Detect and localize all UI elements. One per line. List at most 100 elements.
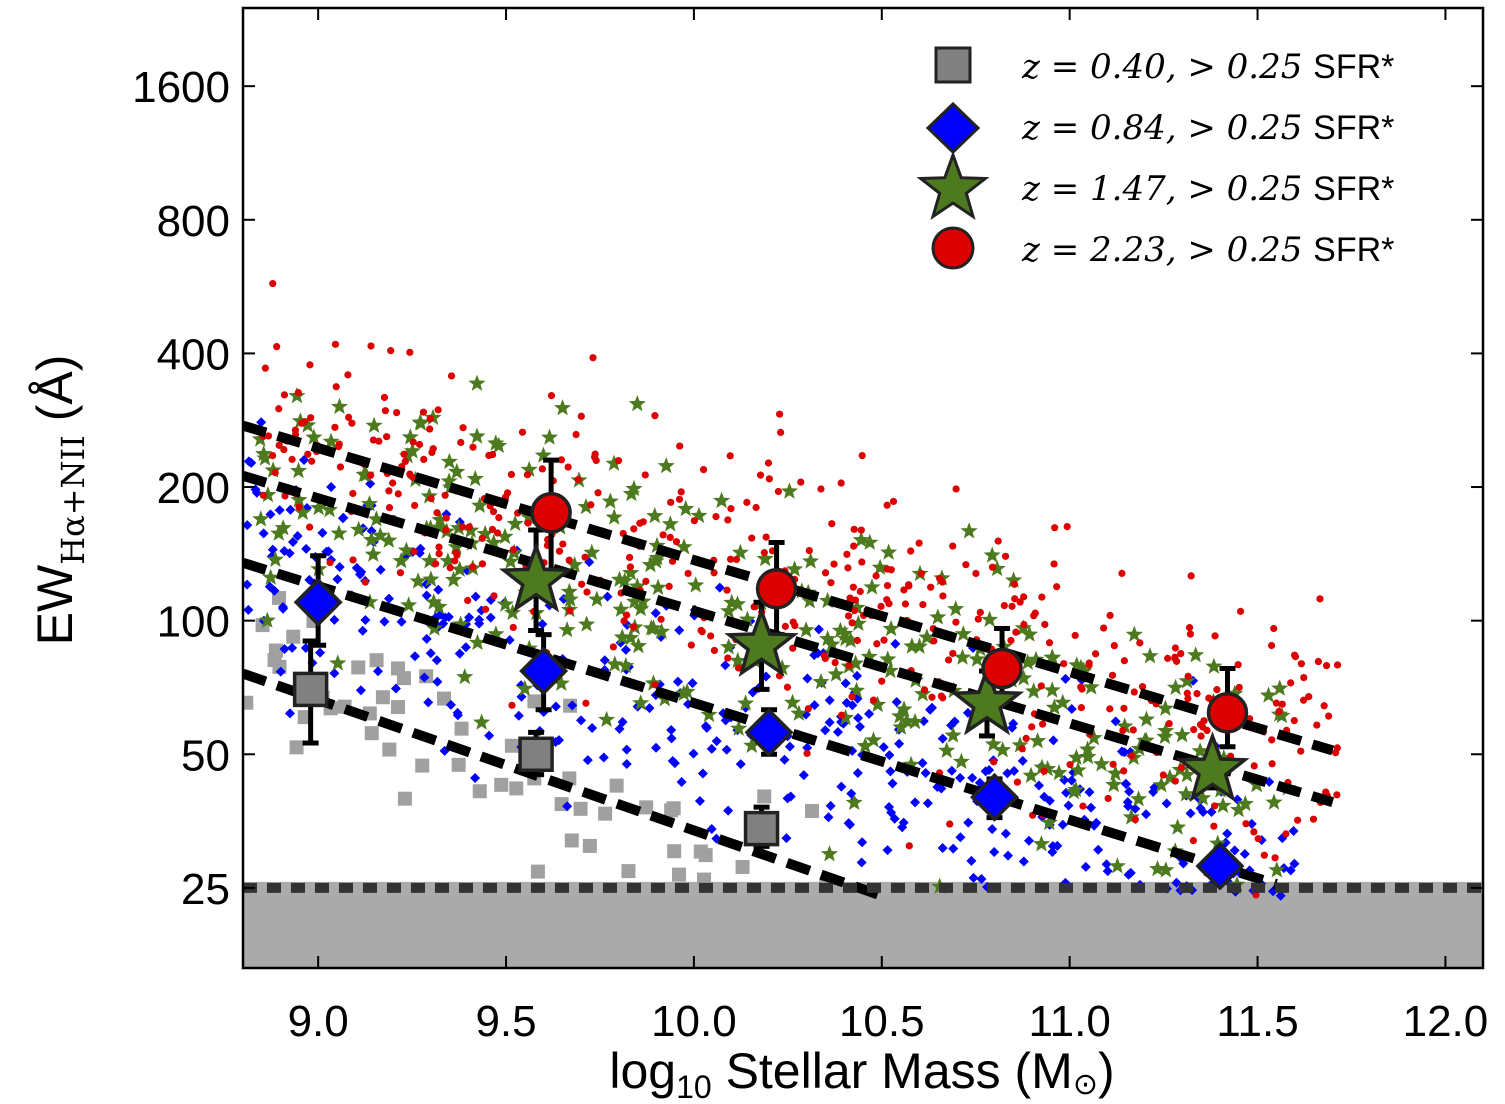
legend-marker-circle [931,226,975,270]
scatter-point [1085,729,1103,746]
y-tick-label: 25 [181,865,230,914]
scatter-point [605,454,623,471]
scatter-point [994,741,1012,758]
scatter-point [1234,661,1242,669]
scatter-point [852,531,870,548]
scatter-point [1019,653,1037,670]
scatter-point [927,583,935,591]
scatter-point [1267,641,1276,650]
scatter-point [409,572,427,589]
scatter-point [782,793,793,804]
trend-line [243,471,1335,807]
scatter-point [1066,704,1077,715]
scatter-point [1063,522,1071,531]
scatter-point [1038,720,1047,728]
scatter-point [672,867,687,882]
scatter-point [469,563,477,571]
scatter-point [700,721,711,732]
scatter-point [243,695,254,710]
scatter-point [369,436,378,444]
scatter-point [820,651,828,660]
x-tick-label: 10.0 [651,997,737,1046]
scatter-point [732,555,741,564]
scatter-point [489,508,498,516]
scatter-point [583,588,591,596]
scatter-point [409,438,417,446]
scatter-point [564,463,572,471]
scatter-point [1214,796,1232,813]
scatter-point [454,648,465,659]
scatter-point [937,842,948,853]
scatter-point [1242,820,1250,828]
scatter-point [677,488,685,496]
y-tick-label: 100 [157,598,230,647]
scatter-point [1314,657,1322,666]
scatter-point [290,491,308,508]
scatter-point [464,596,472,605]
scatter-point [735,759,746,770]
scatter-point [726,555,735,563]
scatter-point [473,713,491,730]
scatter-point [915,539,923,547]
scatter-point [306,361,314,369]
scatter-point [1246,818,1257,829]
scatter-point [504,738,519,753]
scatter-point [1183,689,1191,697]
scatter-point [1171,644,1180,652]
scatter-point [1029,732,1047,749]
scatter-point [837,479,845,487]
scatter-point [555,547,564,555]
scatter-point [1285,865,1296,876]
scatter-point [1105,775,1123,793]
scatter-point [830,560,838,568]
scatter-point [397,791,412,806]
scatter-point [1022,766,1040,783]
scatter-point [457,438,465,447]
scatter-point [606,655,624,672]
scatter-point [308,457,316,465]
scatter-point [330,524,348,541]
scatter-point [557,456,566,464]
scatter-point [1069,761,1087,778]
scatter-point [850,542,858,550]
scatter-point [1184,694,1192,703]
scatter-point [667,844,682,859]
scatter-point [946,820,954,828]
scatter-point [268,451,277,460]
scatter-point [1025,682,1043,699]
scatter-point [598,752,609,763]
legend-marker-square [934,46,972,84]
scatter-point [852,670,863,681]
scatter-point [620,617,628,625]
scatter-point [411,501,419,510]
scatter-point [256,449,274,466]
scatter-point [1079,740,1097,757]
scatter-point [592,456,600,465]
scatter-point [578,580,586,588]
scatter-point [419,408,428,416]
scatter-point [351,660,366,675]
scatter-point [988,559,1006,577]
scatter-point [509,781,524,796]
scatter-point [734,664,743,672]
scatter-point [1072,658,1090,675]
scatter-point [1005,571,1023,588]
scatter-point [798,770,809,781]
scatter-point [1161,768,1179,785]
scatter-point [470,591,481,602]
scatter-point [1123,869,1134,880]
scatter-point [955,772,966,783]
scatter-point [920,767,931,778]
scatter-point [1075,662,1093,679]
scatter-point [494,777,509,792]
scatter-point [321,501,339,518]
binned-point [498,541,574,613]
scatter-point [509,546,518,554]
legend-marker-star [916,150,990,221]
scatter-point [1032,835,1050,852]
scatter-point [752,503,760,512]
scatter-point [743,736,761,753]
scatter-point [1060,673,1071,684]
scatter-point [451,757,466,772]
scatter-point [523,471,532,479]
